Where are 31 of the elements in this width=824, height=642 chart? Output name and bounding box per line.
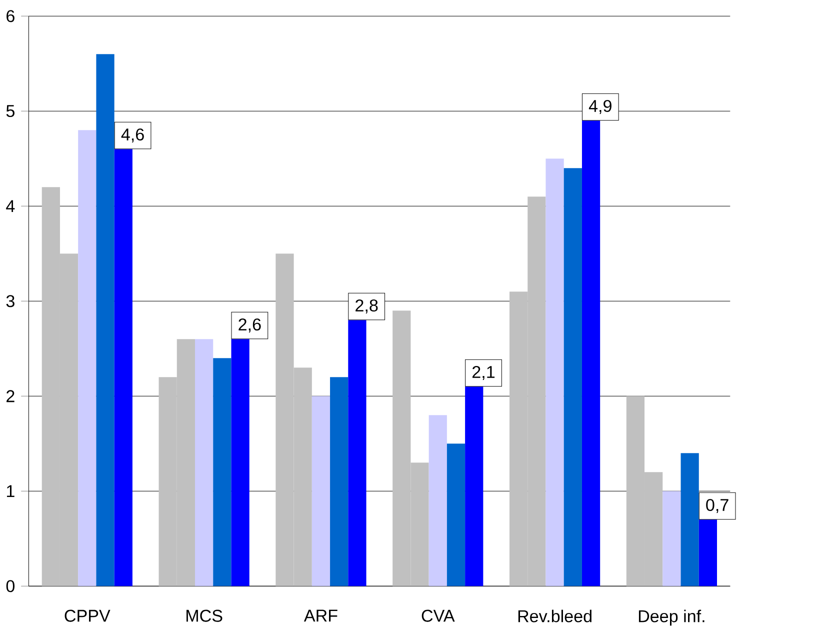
y-tick-label: 3 — [6, 295, 14, 308]
x-tick-label: CVA — [422, 610, 455, 622]
data-label: 0,7 — [706, 499, 728, 514]
data-label: 2,1 — [472, 366, 495, 380]
data-label: 2,8 — [356, 300, 378, 314]
x-tick-label: CPPV — [64, 610, 110, 622]
bar — [546, 158, 564, 586]
y-tick-label: 2 — [6, 390, 14, 402]
x-tick-label: Rev.bleed — [518, 610, 592, 622]
data-label: 2,6 — [238, 318, 261, 333]
y-tick-label: 0 — [6, 580, 15, 592]
bar — [213, 358, 232, 586]
bar — [428, 415, 447, 586]
data-label: 4,9 — [588, 100, 612, 114]
bar — [564, 168, 582, 586]
bar — [195, 339, 214, 586]
x-tick-label: ARF — [304, 610, 338, 622]
x-tick-label: Deep inf. — [638, 610, 704, 626]
bar — [662, 491, 681, 586]
bar — [680, 453, 699, 586]
bar — [96, 54, 114, 586]
bar — [312, 396, 330, 586]
y-tick-label: 5 — [6, 105, 14, 118]
y-tick-label: 6 — [6, 10, 14, 22]
bar — [78, 130, 96, 586]
x-tick-label: MCS — [186, 610, 222, 622]
y-tick-label: 1 — [6, 485, 14, 498]
y-tick-label: 4 — [6, 200, 15, 212]
bar — [330, 377, 348, 586]
bar — [446, 444, 466, 586]
data-label: 4,6 — [121, 128, 144, 143]
